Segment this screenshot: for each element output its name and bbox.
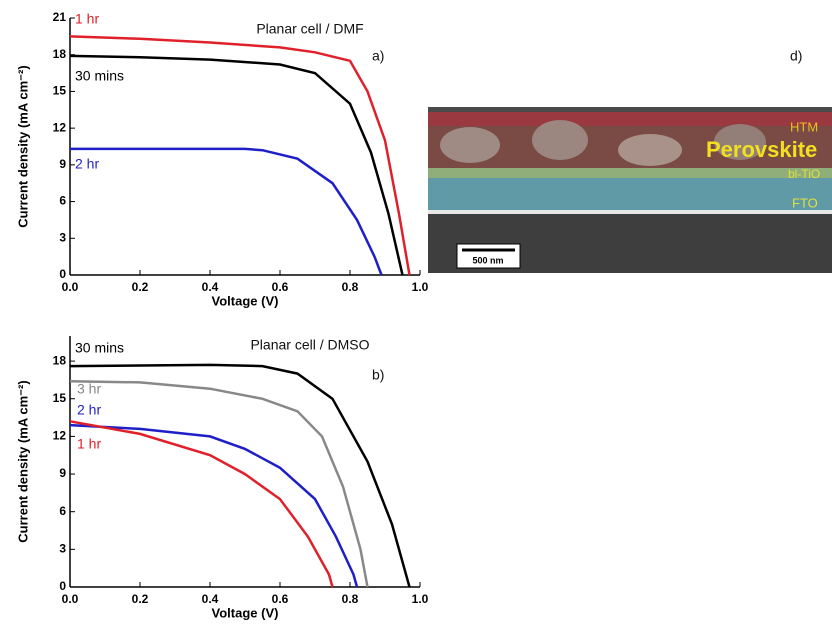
chart-title: Planar cell / DMF [256,21,363,37]
x-tick-label: 0.0 [62,592,79,606]
chart-title: Planar cell / DMSO [250,337,369,353]
series-line [69,423,359,588]
scale-bar-label: 500 nm [472,255,503,265]
series-line [69,420,334,588]
y-tick-label: 18 [53,47,67,61]
grain [440,127,500,163]
series-label: 3 hr [77,381,101,397]
y-tick-label: 12 [53,429,67,443]
layer-label: FTO [792,195,818,210]
x-tick-label: 0.2 [132,280,149,294]
y-axis-label: Current density (mA cm⁻²) [15,380,30,542]
bl-tio-layer [428,168,832,178]
glass-edge [428,210,832,214]
series-label: 1 hr [75,11,99,27]
x-axis-label: Voltage (V) [212,293,279,308]
series-line [69,54,404,276]
y-tick-label: 12 [53,120,67,134]
y-tick-label: 3 [59,230,66,244]
y-tick-label: 6 [59,504,66,518]
x-tick-label: 0.4 [202,592,219,606]
y-tick-label: 18 [53,353,67,367]
layer-label: Perovskite [706,137,817,162]
x-tick-label: 1.0 [412,280,429,294]
x-tick-label: 0.8 [342,592,359,606]
grain [714,124,766,160]
x-tick-label: 1.0 [412,592,429,606]
series-label: 1 hr [77,436,101,452]
sem-image: 500 nm HTM Perovskite bl-TiO FTO d) [428,48,832,273]
grain [618,134,682,166]
y-tick-label: 21 [53,10,67,24]
scale-bar-box [456,243,521,269]
series-label: 30 mins [75,68,124,84]
x-tick-label: 0.6 [272,592,289,606]
x-tick-label: 0.8 [342,280,359,294]
y-tick-label: 0 [59,579,66,593]
x-tick-label: 0.6 [272,280,289,294]
series-line [70,147,383,276]
y-tick-label: 15 [53,391,67,405]
series-line [69,35,411,276]
y-tick-label: 9 [59,466,66,480]
series-line [69,363,411,588]
y-tick-label: 0 [59,267,66,281]
panel-label: d) [790,48,802,64]
fto-layer [428,178,832,210]
layer-label: HTM [790,119,818,134]
x-tick-label: 0.2 [132,592,149,606]
series-label: 30 mins [75,340,124,356]
panel-label: b) [372,367,384,383]
y-axis-label: Current density (mA cm⁻²) [15,65,30,227]
y-tick-label: 6 [59,194,66,208]
panel-label: a) [372,48,384,64]
series-label: 2 hr [77,402,101,418]
x-tick-label: 0.0 [62,280,79,294]
layer-label: bl-TiO [788,167,820,181]
htm-layer [428,112,832,126]
x-tick-label: 0.4 [202,280,219,294]
series-label: 2 hr [75,156,99,172]
x-axis-label: Voltage (V) [212,605,279,620]
series-line [69,379,369,588]
y-tick-label: 15 [53,84,67,98]
y-tick-label: 3 [59,542,66,556]
grain [532,120,588,160]
y-tick-label: 9 [59,157,66,171]
